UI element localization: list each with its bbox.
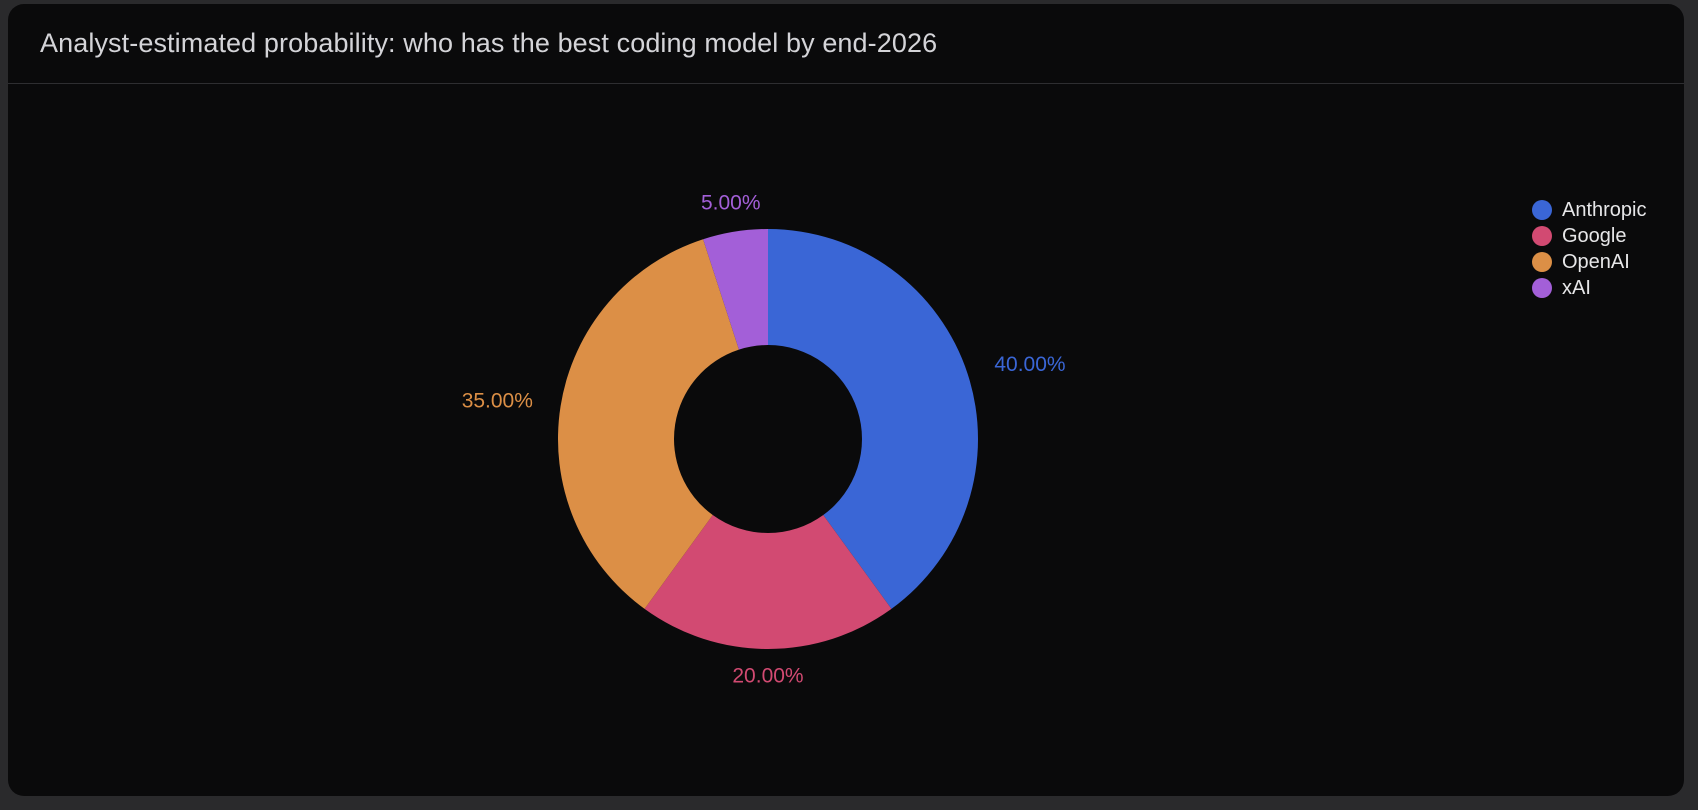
- legend-label: Google: [1562, 224, 1627, 247]
- legend-item-xai[interactable]: xAI: [1532, 277, 1647, 299]
- chart-title: Analyst-estimated probability: who has t…: [40, 28, 938, 58]
- legend-swatch: [1532, 226, 1552, 246]
- data-label-anthropic: 40.00%: [994, 353, 1065, 376]
- legend-swatch: [1532, 252, 1552, 272]
- donut-chart: 40.00% 20.00% 35.00% 5.00%: [462, 191, 1066, 688]
- legend-label: OpenAI: [1562, 250, 1630, 273]
- legend-item-google[interactable]: Google: [1532, 225, 1647, 247]
- card-header: Analyst-estimated probability: who has t…: [8, 4, 1684, 84]
- data-label-google: 20.00%: [732, 665, 803, 688]
- legend-item-openai[interactable]: OpenAI: [1532, 251, 1647, 273]
- slice-anthropic[interactable]: [768, 229, 978, 609]
- data-label-openai: 35.00%: [462, 389, 533, 412]
- slice-google[interactable]: [644, 515, 892, 649]
- data-label-xai: 5.00%: [701, 191, 761, 214]
- chart-card: Analyst-estimated probability: who has t…: [8, 4, 1684, 796]
- legend-label: Anthropic: [1562, 198, 1647, 221]
- legend-swatch: [1532, 200, 1552, 220]
- chart-legend: Anthropic Google OpenAI xAI: [1532, 199, 1647, 299]
- legend-swatch: [1532, 278, 1552, 298]
- chart-area: 40.00% 20.00% 35.00% 5.00% Anthropic Google O…: [8, 84, 1684, 796]
- legend-label: xAI: [1562, 276, 1591, 299]
- slice-openai[interactable]: [558, 239, 739, 609]
- slice-xai[interactable]: [703, 229, 768, 350]
- legend-item-anthropic[interactable]: Anthropic: [1532, 199, 1647, 221]
